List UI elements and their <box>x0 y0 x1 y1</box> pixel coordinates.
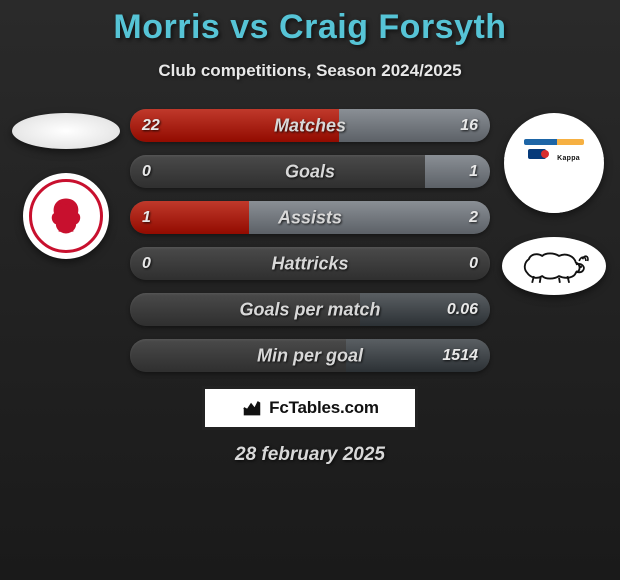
stat-bar-fill-left <box>130 109 339 142</box>
left-side-column <box>6 109 126 372</box>
player2-club-crest <box>502 237 606 295</box>
main-comparison: Matches2216Goals01Assists12Hattricks00Go… <box>0 109 620 372</box>
attribution-box: FcTables.com <box>202 386 418 430</box>
snapshot-date: 28 february 2025 <box>0 444 620 466</box>
vs-text: vs <box>230 8 269 46</box>
stat-bar: Matches2216 <box>130 109 490 142</box>
stat-bars-container: Matches2216Goals01Assists12Hattricks00Go… <box>126 109 494 372</box>
stat-bar-fill-right <box>425 155 490 188</box>
stat-value-left: 22 <box>142 117 160 135</box>
player1-club-crest <box>23 173 109 259</box>
stat-label: Hattricks <box>130 253 490 274</box>
player1-photo-placeholder <box>12 113 120 149</box>
subtitle: Club competitions, Season 2024/2025 <box>0 61 620 81</box>
fctables-logo-icon <box>241 397 263 419</box>
stat-value-right: 1514 <box>442 347 478 365</box>
shirt-sponsor-text: Kappa <box>557 155 580 162</box>
stat-value-right: 2 <box>469 209 478 227</box>
derby-ram-icon <box>512 244 596 288</box>
stat-value-right: 1 <box>469 163 478 181</box>
stat-value-right: 16 <box>460 117 478 135</box>
comparison-title: Morris vs Craig Forsyth <box>0 0 620 47</box>
stat-value-left: 1 <box>142 209 151 227</box>
player1-name: Morris <box>113 8 220 46</box>
stat-value-left: 0 <box>142 163 151 181</box>
player2-name: Craig Forsyth <box>279 8 507 46</box>
stat-bar-fill-right <box>249 201 490 234</box>
player2-photo: Kappa <box>504 113 604 213</box>
right-side-column: Kappa <box>494 109 614 372</box>
stat-bar: Hattricks0 0 <box>130 247 490 280</box>
stat-value-right: 0 <box>469 255 478 273</box>
stat-bar: Assists12 <box>130 201 490 234</box>
attribution-text: FcTables.com <box>269 398 379 418</box>
stat-value-left: 0 <box>142 255 151 273</box>
stat-bar: Goals01 <box>130 155 490 188</box>
stat-bar: Min per goal1514 <box>130 339 490 372</box>
shirt-badge-icon <box>528 149 546 159</box>
stat-value-right: 0.06 <box>447 301 478 319</box>
stat-bar: Goals per match0.06 <box>130 293 490 326</box>
middlesbrough-crest-icon <box>29 179 103 253</box>
